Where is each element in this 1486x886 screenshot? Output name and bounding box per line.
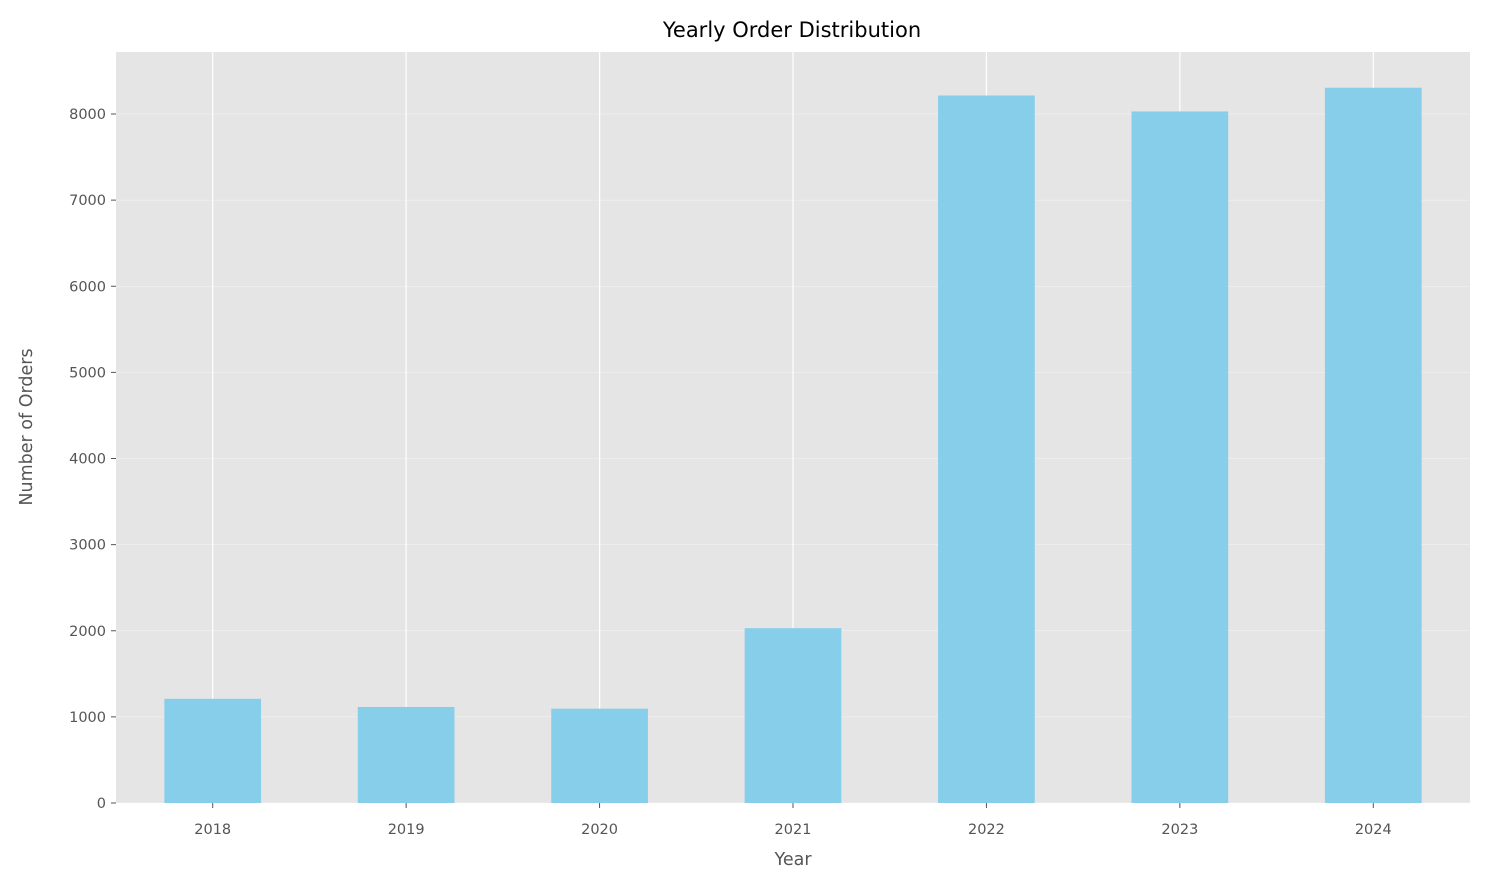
bars bbox=[164, 87, 1422, 804]
x-tick-label: 2024 bbox=[1355, 822, 1392, 838]
x-tick-label: 2019 bbox=[388, 822, 425, 838]
y-tick-label: 2000 bbox=[69, 624, 106, 640]
x-tick-label: 2018 bbox=[194, 822, 231, 838]
y-tick-label: 0 bbox=[97, 796, 106, 812]
x-axis-label: Year bbox=[773, 850, 812, 870]
chart-title: Yearly Order Distribution bbox=[662, 18, 921, 42]
bar-2024 bbox=[1324, 87, 1422, 804]
y-tick-label: 6000 bbox=[69, 279, 106, 295]
y-tick-label: 4000 bbox=[69, 452, 106, 468]
bar-2019 bbox=[357, 706, 455, 803]
bar-2018 bbox=[164, 698, 262, 803]
y-tick-label: 8000 bbox=[69, 107, 106, 123]
x-tick-label: 2022 bbox=[968, 822, 1005, 838]
y-axis-label: Number of Orders bbox=[17, 348, 37, 505]
bar-2022 bbox=[938, 95, 1035, 803]
y-tick-label: 1000 bbox=[69, 710, 106, 726]
x-tick-label: 2021 bbox=[775, 822, 812, 838]
x-tick-label: 2023 bbox=[1161, 822, 1198, 838]
y-tick-label: 5000 bbox=[69, 365, 106, 381]
bar-2023 bbox=[1131, 111, 1229, 803]
y-tick-label: 3000 bbox=[69, 538, 106, 554]
axes: 0 1000 2000 3000 4000 5000 6000 7000 8000 2018 201… bbox=[69, 107, 1392, 838]
bar-2020 bbox=[551, 708, 648, 803]
y-tick-label: 7000 bbox=[69, 193, 106, 209]
x-tick-label: 2020 bbox=[581, 822, 618, 838]
bar-2021 bbox=[744, 628, 842, 803]
